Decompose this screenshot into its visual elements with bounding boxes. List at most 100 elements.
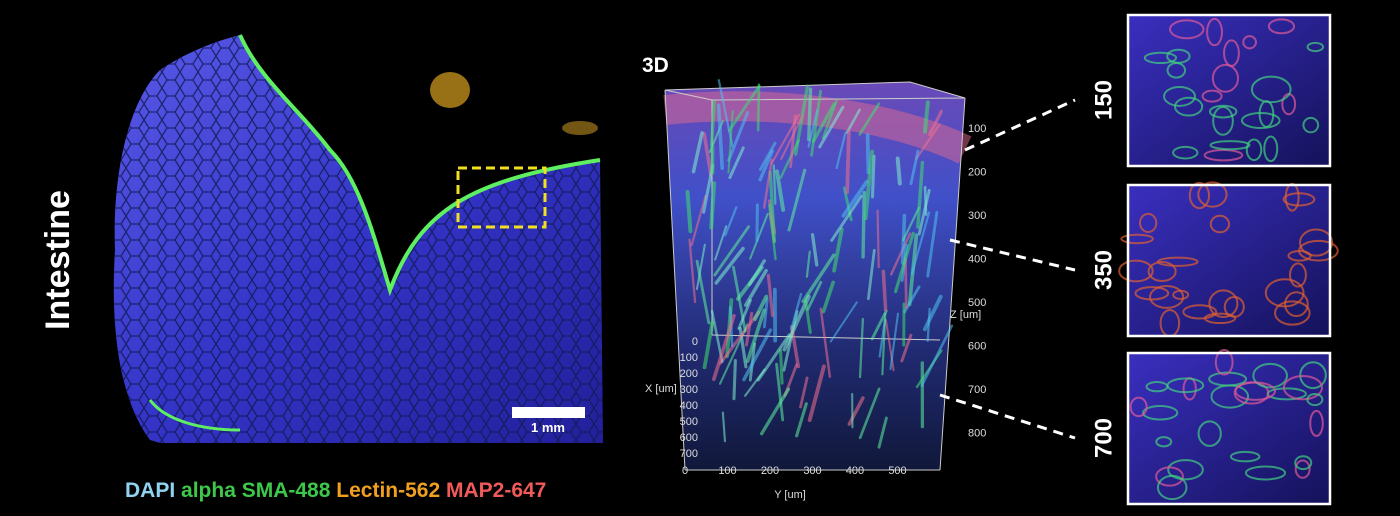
x-tick-label: 500 bbox=[680, 416, 698, 428]
fibre bbox=[766, 273, 775, 318]
inset-feature bbox=[1240, 112, 1281, 130]
fibre bbox=[768, 203, 777, 261]
inset-feature bbox=[1234, 381, 1277, 401]
inset-feature bbox=[1223, 39, 1240, 67]
fibre bbox=[819, 307, 832, 378]
fibre bbox=[714, 225, 728, 261]
inset-feature bbox=[1206, 17, 1223, 47]
fibre bbox=[695, 259, 711, 325]
fibre bbox=[845, 108, 861, 134]
inset-feature bbox=[1306, 392, 1324, 407]
x-tick-label: 100 bbox=[680, 352, 698, 364]
y-tick-label: 300 bbox=[803, 465, 821, 477]
fibre bbox=[915, 123, 941, 160]
inset-feature bbox=[1252, 362, 1288, 389]
inset-frame bbox=[1126, 351, 1332, 506]
fibre bbox=[916, 160, 925, 229]
fibre bbox=[861, 190, 866, 259]
fibre bbox=[779, 139, 800, 179]
y-tick-label: 100 bbox=[718, 465, 736, 477]
connector bbox=[939, 393, 1076, 440]
fibre bbox=[830, 194, 863, 242]
fibre bbox=[805, 250, 811, 278]
fibre bbox=[810, 233, 819, 267]
fibre bbox=[690, 194, 707, 247]
fibre bbox=[758, 149, 774, 182]
z-tick-label: 700 bbox=[968, 384, 986, 396]
inset-feature bbox=[1309, 409, 1324, 437]
fibre bbox=[870, 154, 876, 199]
inset-feature bbox=[1212, 106, 1234, 136]
fibre bbox=[807, 109, 819, 148]
x-tick-label: 700 bbox=[680, 448, 698, 460]
fibre bbox=[910, 211, 931, 276]
fibre bbox=[806, 280, 823, 311]
fibre bbox=[711, 313, 736, 382]
fibre bbox=[876, 209, 880, 269]
fibre bbox=[926, 210, 939, 278]
fibre bbox=[775, 362, 785, 422]
inset-feature bbox=[1209, 214, 1231, 234]
legend-item: Lectin-562 bbox=[336, 479, 440, 502]
inset-feature bbox=[1211, 63, 1240, 93]
fibre bbox=[818, 105, 845, 149]
inset-feature bbox=[1302, 116, 1320, 134]
inset-feature bbox=[1156, 474, 1188, 501]
fibre bbox=[795, 402, 808, 438]
fibre bbox=[881, 269, 888, 312]
inset-frame bbox=[1126, 13, 1332, 168]
inset-feature bbox=[1294, 455, 1313, 471]
inset-feature bbox=[1282, 374, 1324, 401]
inset-feature bbox=[1166, 61, 1187, 79]
fibre bbox=[709, 181, 717, 230]
fibre bbox=[877, 416, 888, 449]
y-tick-label: 500 bbox=[888, 465, 906, 477]
inset-feature bbox=[1208, 104, 1238, 119]
fibre bbox=[811, 102, 836, 143]
fibre bbox=[909, 149, 920, 186]
inset-feature bbox=[1294, 459, 1311, 479]
fibre bbox=[893, 231, 915, 294]
panel-label: 3D bbox=[642, 54, 669, 77]
fibre bbox=[928, 109, 943, 137]
fibre bbox=[889, 232, 912, 276]
inset-feature bbox=[1264, 278, 1305, 308]
fibre bbox=[902, 206, 921, 242]
y-tick-label: 0 bbox=[682, 465, 688, 477]
inset-feature bbox=[1155, 466, 1184, 487]
x-tick-label: 200 bbox=[680, 368, 698, 380]
fibre bbox=[807, 364, 826, 423]
fibre bbox=[789, 114, 797, 169]
z-tick-label: 100 bbox=[968, 123, 986, 135]
fibre bbox=[835, 131, 847, 170]
fibre bbox=[923, 185, 928, 216]
fibre bbox=[832, 227, 844, 273]
inset-feature bbox=[1208, 289, 1239, 319]
fibre bbox=[799, 376, 809, 409]
fibre bbox=[841, 179, 869, 218]
fibre bbox=[762, 158, 773, 209]
inset-feature bbox=[1118, 259, 1154, 283]
fibre bbox=[858, 317, 865, 379]
fibre bbox=[900, 333, 913, 363]
inset-feature bbox=[1143, 51, 1178, 65]
fibre bbox=[688, 238, 697, 304]
inset-feature bbox=[1197, 420, 1222, 447]
y-tick-label: 200 bbox=[761, 465, 779, 477]
axis-label: Y [um] bbox=[774, 489, 806, 501]
fibre bbox=[753, 294, 769, 322]
fibre bbox=[858, 102, 881, 136]
inset-feature bbox=[1267, 18, 1296, 35]
x-tick-label: 600 bbox=[680, 432, 698, 444]
fibre bbox=[727, 110, 750, 162]
fibre bbox=[863, 149, 875, 221]
inset-feature bbox=[1120, 233, 1154, 245]
fibre bbox=[714, 246, 745, 285]
inset-feature bbox=[1163, 85, 1196, 107]
fibre bbox=[870, 309, 888, 341]
fibre bbox=[747, 259, 766, 287]
fibre bbox=[775, 169, 786, 212]
fibre bbox=[810, 89, 822, 157]
fibre bbox=[790, 292, 803, 331]
legend-item: alpha SMA-488 bbox=[181, 479, 331, 502]
